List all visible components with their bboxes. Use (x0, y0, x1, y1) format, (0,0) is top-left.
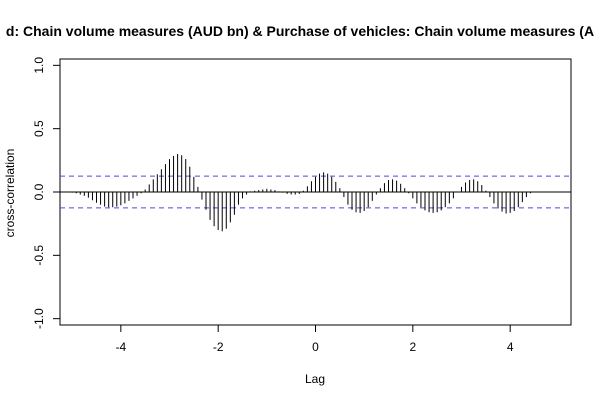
y-tick-label: -1.0 (32, 308, 46, 329)
y-tick-label: 1.0 (32, 57, 46, 74)
x-tick-label: -4 (115, 340, 126, 354)
chart-marks: -4 -2 0 2 4 -1.0 -0.5 0.0 0.5 1.0 (32, 57, 572, 354)
y-tick-label: 0.5 (32, 120, 46, 137)
chart-title: d: Chain volume measures (AUD bn) & Purc… (6, 23, 594, 39)
x-tick-label: -2 (213, 340, 224, 354)
x-tick-label: 0 (312, 340, 319, 354)
y-tick-label: 0.0 (32, 183, 46, 200)
x-axis-label: Lag (305, 372, 325, 386)
x-tick-label: 4 (507, 340, 514, 354)
y-axis-label: cross-correlation (3, 149, 17, 238)
x-tick-label: 2 (409, 340, 416, 354)
y-tick-label: -0.5 (32, 245, 46, 266)
